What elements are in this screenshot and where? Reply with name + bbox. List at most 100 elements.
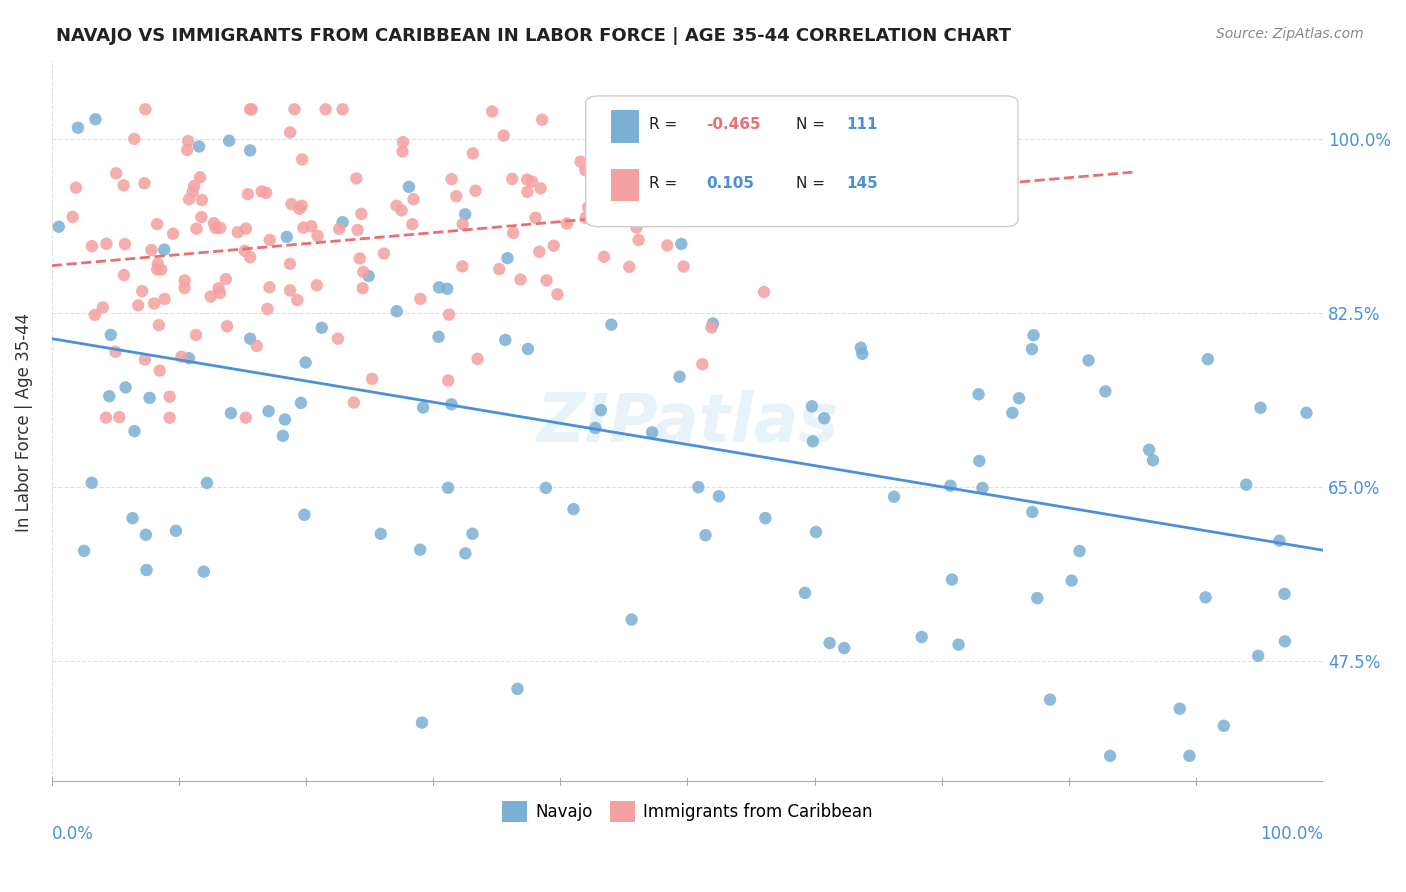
Point xyxy=(188,170,211,185)
Point xyxy=(695,528,717,542)
Point xyxy=(218,134,240,148)
Text: R =: R = xyxy=(650,176,682,191)
Point xyxy=(620,613,643,627)
Point xyxy=(1268,533,1291,548)
Point xyxy=(754,511,776,525)
Point xyxy=(464,184,486,198)
Point xyxy=(83,308,105,322)
Point xyxy=(488,262,510,277)
Text: 111: 111 xyxy=(846,118,877,132)
Point xyxy=(181,185,204,199)
Point xyxy=(391,145,413,159)
Point xyxy=(524,211,547,225)
Point xyxy=(436,282,458,296)
Point xyxy=(516,185,538,199)
Point xyxy=(183,179,205,194)
Text: N =: N = xyxy=(796,176,830,191)
Point xyxy=(506,681,529,696)
Point xyxy=(672,260,695,274)
FancyBboxPatch shape xyxy=(586,96,1018,227)
Point xyxy=(326,332,349,346)
Point xyxy=(105,166,128,180)
Point xyxy=(343,395,366,409)
Point xyxy=(636,150,658,164)
Point xyxy=(1178,748,1201,763)
Point xyxy=(1142,453,1164,467)
Point xyxy=(502,226,524,240)
Point xyxy=(215,272,238,286)
Point xyxy=(209,220,232,235)
Point xyxy=(165,524,187,538)
Point xyxy=(440,172,463,186)
Point xyxy=(688,480,710,494)
Point xyxy=(346,223,368,237)
Point xyxy=(534,481,557,495)
Point xyxy=(186,221,208,235)
Point xyxy=(202,216,225,230)
Text: -0.465: -0.465 xyxy=(707,118,761,132)
Point xyxy=(259,233,281,247)
Point xyxy=(593,250,616,264)
Point xyxy=(1212,719,1234,733)
Point xyxy=(294,355,316,369)
Point xyxy=(352,281,374,295)
Point xyxy=(1197,352,1219,367)
Point xyxy=(246,339,269,353)
Point xyxy=(114,380,136,394)
Point xyxy=(391,203,413,218)
Point xyxy=(135,527,157,541)
Point xyxy=(516,342,538,356)
Point xyxy=(446,189,468,203)
Point xyxy=(108,410,131,425)
Point xyxy=(794,586,817,600)
Point xyxy=(641,425,664,440)
Point xyxy=(454,207,477,221)
Point xyxy=(627,233,650,247)
Point xyxy=(170,350,193,364)
Point xyxy=(254,186,277,200)
Point xyxy=(233,244,256,258)
Point xyxy=(531,112,554,127)
Point xyxy=(307,228,329,243)
Point xyxy=(851,347,873,361)
Point xyxy=(543,238,565,252)
Point xyxy=(159,390,181,404)
Point xyxy=(516,172,538,186)
Point xyxy=(529,244,551,259)
Point xyxy=(66,120,89,135)
Point xyxy=(1168,701,1191,715)
Point xyxy=(291,199,314,213)
Point xyxy=(530,181,553,195)
Point xyxy=(461,146,484,161)
Point xyxy=(948,638,970,652)
Point xyxy=(173,281,195,295)
Point xyxy=(62,210,84,224)
Point xyxy=(239,250,262,264)
Point xyxy=(619,260,641,274)
Point xyxy=(427,330,450,344)
Point xyxy=(593,147,616,161)
Text: 145: 145 xyxy=(846,176,879,191)
Point xyxy=(1077,353,1099,368)
Point xyxy=(148,318,170,332)
Text: R =: R = xyxy=(650,118,682,132)
Point xyxy=(412,401,434,415)
Point xyxy=(707,489,730,503)
Point xyxy=(546,287,568,301)
Point xyxy=(278,125,301,139)
Point xyxy=(350,207,373,221)
Point xyxy=(555,217,578,231)
Point xyxy=(127,298,149,312)
Point xyxy=(292,220,315,235)
Point xyxy=(1069,544,1091,558)
Point xyxy=(73,544,96,558)
Point xyxy=(569,154,592,169)
Point xyxy=(752,285,775,299)
Point xyxy=(509,272,531,286)
Point xyxy=(461,526,484,541)
Point xyxy=(191,193,214,207)
Point xyxy=(100,327,122,342)
Point xyxy=(94,410,117,425)
Point xyxy=(1008,391,1031,405)
Point xyxy=(177,192,200,206)
